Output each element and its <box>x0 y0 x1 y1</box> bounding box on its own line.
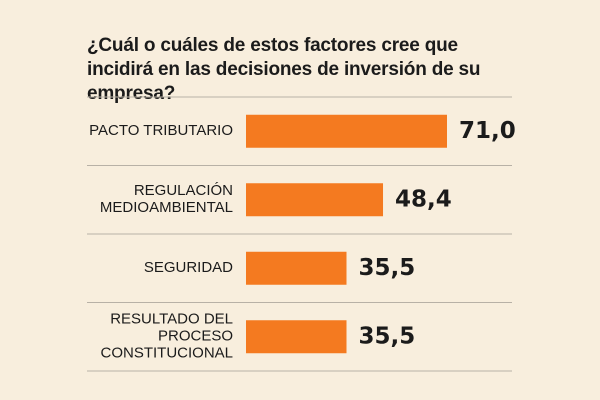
category-label-line: CONSTITUCIONAL <box>100 345 233 362</box>
category-label-line: PROCESO <box>158 328 233 345</box>
chart-title: ¿Cuál o cuáles de estos factores cree qu… <box>87 35 481 104</box>
value-label: 35,5 <box>359 323 416 349</box>
category-label: REGULACIÓN MEDIOAMBIENTAL <box>100 182 233 216</box>
category-label-line: REGULACIÓN <box>134 182 233 199</box>
category-label-line: PACTO TRIBUTARIO <box>89 122 233 139</box>
bar <box>246 114 447 148</box>
bar <box>246 183 384 217</box>
category-label-line: SEGURIDAD <box>144 259 233 276</box>
value-label: 35,5 <box>359 255 416 281</box>
bar <box>246 320 347 354</box>
bar <box>246 251 347 285</box>
category-label: PACTO TRIBUTARIO <box>89 122 233 139</box>
value-label: 71,0 <box>459 118 516 144</box>
category-label: RESULTADO DEL PROCESO CONSTITUCIONAL <box>100 311 233 362</box>
category-label-line: MEDIOAMBIENTAL <box>100 199 233 216</box>
value-label: 48,4 <box>395 186 452 212</box>
category-label-line: RESULTADO DEL <box>110 311 233 328</box>
category-label: SEGURIDAD <box>144 259 233 276</box>
